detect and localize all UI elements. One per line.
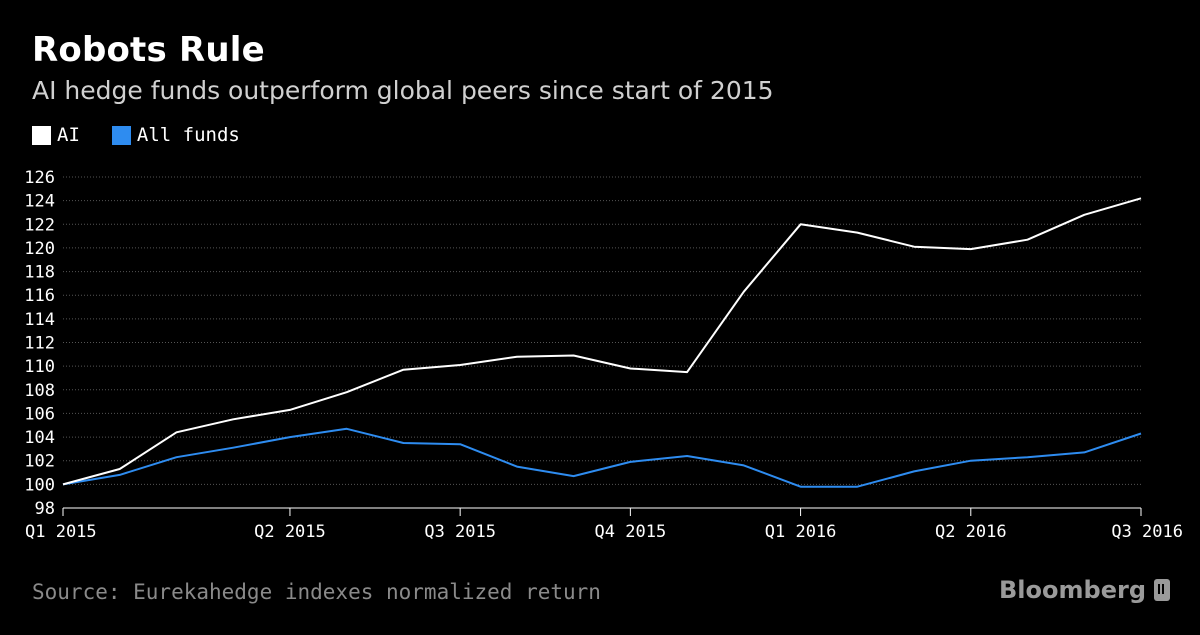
x-tick-label: Q4 2015 xyxy=(595,522,667,542)
legend-item-all-funds: All funds xyxy=(111,124,240,146)
y-tick-label: 112 xyxy=(24,334,55,354)
y-tick-label: 118 xyxy=(24,263,55,283)
y-tick-label: 114 xyxy=(24,310,55,330)
x-tick-label: Q2 2015 xyxy=(254,522,326,542)
legend-swatch-all-funds xyxy=(111,125,131,145)
y-tick-label: 124 xyxy=(24,192,55,212)
brand-logo: Bloomberg xyxy=(999,576,1170,604)
x-tick-label: Q1 2016 xyxy=(765,522,837,542)
y-tick-label: 126 xyxy=(24,168,55,188)
y-tick-label: 102 xyxy=(24,452,55,472)
y-tick-label: 98 xyxy=(35,499,55,519)
y-tick-label: 110 xyxy=(24,357,55,377)
series-line-ai xyxy=(62,197,1142,486)
y-tick-label: 116 xyxy=(24,286,55,306)
y-tick-label: 122 xyxy=(24,215,55,235)
source-note: Source: Eurekahedge indexes normalized r… xyxy=(32,580,601,604)
y-tick-label: 106 xyxy=(24,404,55,424)
legend-item-ai: AI xyxy=(32,124,80,146)
series-line-all-funds xyxy=(62,427,1142,488)
x-tick-label: Q3 2015 xyxy=(424,522,496,542)
y-tick-label: 120 xyxy=(24,239,55,259)
y-tick-label: 100 xyxy=(24,475,55,495)
y-tick-label: 108 xyxy=(24,381,55,401)
x-tick-label: Q2 2016 xyxy=(935,522,1007,542)
legend-label-all-funds: All funds xyxy=(136,124,240,146)
x-tick-label: Q3 2016 xyxy=(1111,522,1183,542)
y-tick-label: 104 xyxy=(24,428,55,448)
brand-label: Bloomberg xyxy=(999,576,1146,604)
bloomberg-icon xyxy=(1154,579,1170,601)
legend: AI All funds xyxy=(32,124,272,146)
legend-label-ai: AI xyxy=(57,124,80,146)
legend-swatch-ai xyxy=(32,125,51,145)
chart-title: Robots Rule xyxy=(32,30,265,70)
chart-subtitle: AI hedge funds outperform global peers s… xyxy=(32,76,774,105)
x-tick-label: Q1 2015 xyxy=(25,522,97,542)
